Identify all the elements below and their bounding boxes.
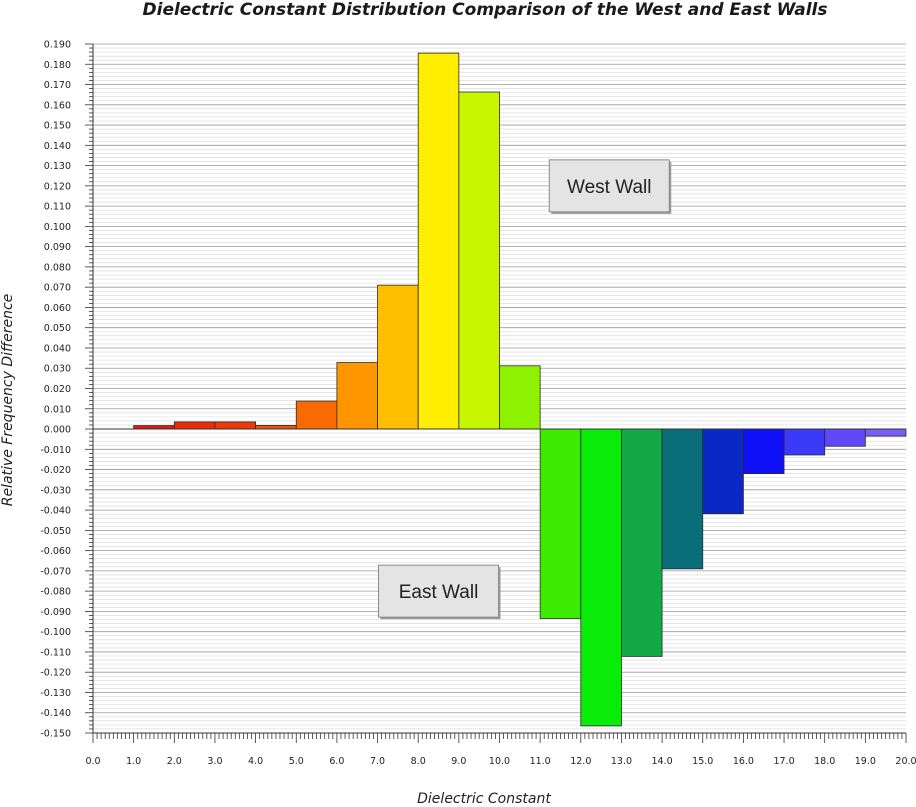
tick-labels: 0.190 0.180 0.170 0.160 0.150 0.140 0.130 0.120… (40, 40, 916, 768)
east-wall-callout-label: East Wall (399, 582, 479, 603)
y-tick-label: -0.040 (40, 506, 71, 517)
y-tick-label: 0.010 (44, 404, 71, 415)
y-tick-label: -0.150 (40, 729, 71, 740)
x-tick-label: 11.0 (530, 756, 551, 767)
bar-19 (864, 428, 907, 437)
y-tick-label: 0.070 (44, 283, 71, 294)
y-tick-label: 0.170 (44, 80, 71, 91)
chart-title: Dielectric Constant Distribution Compari… (143, 0, 828, 20)
y-tick-label: -0.100 (40, 627, 71, 638)
bar-17 (783, 428, 826, 456)
x-tick-label: 2.0 (167, 756, 182, 767)
callouts: West Wall East Wall (378, 159, 672, 620)
y-tick-label: 0.140 (44, 141, 71, 152)
y-tick-label: 0.190 (44, 40, 71, 51)
x-axis-label: Dielectric Constant (417, 791, 551, 803)
x-tick-label: 13.0 (611, 756, 632, 767)
y-tick-label: -0.130 (40, 688, 71, 699)
y-tick-label: 0.110 (44, 202, 71, 213)
axes (85, 43, 907, 743)
y-tick-label: -0.080 (40, 587, 71, 598)
x-tick-label: 5.0 (289, 756, 304, 767)
y-tick-label: -0.140 (40, 708, 71, 719)
y-tick-label: 0.100 (44, 222, 71, 233)
x-tick-label: 7.0 (370, 756, 385, 767)
bar-1 (133, 425, 175, 430)
east-wall-callout-box (378, 564, 500, 618)
x-tick-label: 8.0 (411, 756, 426, 767)
bar-11 (539, 428, 582, 619)
x-tick-label: 4.0 (248, 756, 263, 767)
y-tick-label: 0.150 (44, 121, 71, 132)
y-tick-label: 0.120 (44, 181, 71, 192)
y-tick-label: 0.160 (44, 100, 71, 111)
west-wall-callout-box (548, 159, 670, 213)
bar-6 (336, 362, 378, 430)
y-tick-label: 0.130 (44, 161, 71, 172)
y-tick-label: 0.180 (44, 60, 71, 71)
bar-7 (377, 284, 419, 430)
bar-12 (580, 428, 622, 727)
bar-9 (458, 91, 500, 430)
y-axis-label: Relative Frequency Difference (0, 294, 16, 507)
y-tick-label: -0.070 (40, 566, 71, 577)
y-tick-label: -0.090 (40, 607, 71, 618)
bar-13 (621, 428, 663, 657)
y-tick-label: -0.110 (40, 647, 71, 658)
y-tick-label: -0.010 (40, 445, 71, 456)
west-wall-callout-label: West Wall (567, 177, 651, 198)
y-tick-label: 0.060 (44, 303, 71, 314)
x-tick-label: 15.0 (692, 756, 713, 767)
y-tick-label: -0.060 (40, 546, 71, 557)
y-tick-label: 0.020 (44, 384, 71, 395)
y-tick-label: 0.080 (44, 262, 71, 273)
x-tick-label: 16.0 (733, 756, 754, 767)
x-tick-label: 12.0 (570, 756, 591, 767)
bar-5 (295, 400, 338, 430)
y-tick-label: -0.120 (40, 668, 71, 679)
y-tick-label: 0.040 (44, 343, 71, 354)
x-tick-label: 20.0 (895, 756, 916, 767)
y-tick-label: 0.090 (44, 242, 71, 253)
x-tick-label: 14.0 (652, 756, 673, 767)
y-tick-label: -0.020 (40, 465, 71, 476)
x-tick-label: 0.0 (85, 756, 100, 767)
bar-4 (255, 424, 297, 430)
x-tick-label: 1.0 (126, 756, 141, 767)
y-tick-label: -0.050 (40, 526, 71, 537)
y-tick-label: 0.050 (44, 323, 71, 334)
x-tick-label: 3.0 (207, 756, 222, 767)
bar-10 (499, 365, 541, 430)
x-tick-label: 19.0 (855, 756, 876, 767)
x-tick-label: 9.0 (451, 756, 466, 767)
y-tick-label: -0.030 (40, 485, 71, 496)
bars (133, 52, 907, 727)
x-tick-label: 10.0 (489, 756, 510, 767)
x-tick-label: 17.0 (773, 756, 794, 767)
y-tick-label: 0.000 (44, 425, 71, 436)
x-tick-label: 18.0 (814, 756, 835, 767)
y-tick-label: 0.030 (44, 364, 71, 375)
bar-8 (417, 52, 460, 430)
bar-14 (661, 428, 704, 570)
bar-2 (173, 421, 216, 430)
x-tick-label: 6.0 (329, 756, 344, 767)
bar-18 (824, 428, 866, 447)
bar-3 (214, 421, 256, 430)
bar-16 (743, 428, 785, 475)
bar-15 (702, 428, 744, 515)
